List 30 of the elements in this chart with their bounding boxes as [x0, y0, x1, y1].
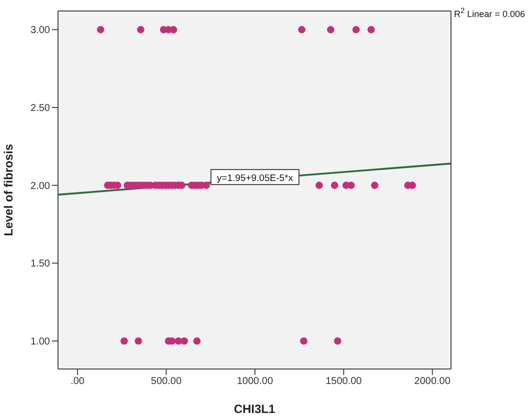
point	[298, 26, 306, 34]
point	[120, 337, 128, 345]
y-tick-label: 2.00	[30, 180, 50, 192]
y-axis-title: Level of fibrosis	[1, 144, 16, 236]
x-tick-label: .00	[70, 376, 85, 388]
point	[202, 182, 210, 189]
point	[368, 26, 375, 34]
annotation: y=1.95+9.05E-5*x	[216, 173, 294, 184]
point	[327, 26, 334, 34]
point	[180, 337, 188, 345]
point	[371, 182, 378, 189]
point	[193, 337, 201, 345]
x-tick-label: 2000.00	[414, 376, 451, 388]
x-tick-label: 1000.00	[236, 376, 274, 388]
y-tick-label: 1.00	[30, 336, 50, 348]
y-tick-label: 1.50	[30, 258, 50, 270]
point	[137, 26, 144, 34]
point	[316, 182, 323, 189]
y-tick-label: 3.00	[30, 25, 50, 36]
text: R$^{2}$ Linear = 0.006	[454, 6, 525, 19]
x-tick-label: 500.00	[150, 376, 182, 388]
point	[96, 26, 104, 34]
point	[334, 337, 342, 345]
y-tick-label: 2.50	[30, 103, 50, 114]
point	[134, 337, 142, 345]
point	[300, 337, 308, 345]
point	[352, 26, 360, 34]
x-tick-label: 1500.00	[326, 376, 362, 388]
point	[330, 182, 338, 189]
x-axis-title: CHI3L1	[234, 402, 276, 416]
